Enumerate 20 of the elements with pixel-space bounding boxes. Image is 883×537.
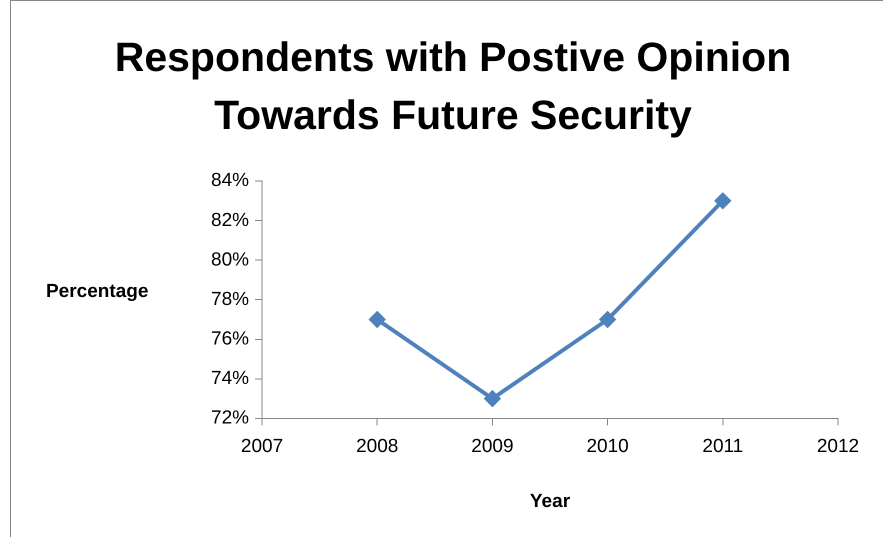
y-tick-label: 78% bbox=[210, 288, 250, 310]
x-axis-title: Year bbox=[530, 490, 571, 512]
y-tick-label: 84% bbox=[210, 170, 250, 192]
y-tick-label: 74% bbox=[210, 368, 250, 390]
x-tick-label: 2008 bbox=[356, 436, 398, 458]
y-tick-label: 72% bbox=[210, 408, 250, 429]
point bbox=[484, 390, 501, 408]
point bbox=[599, 310, 616, 328]
x-tick-label: 2012 bbox=[816, 436, 860, 458]
x-tick-label: 2007 bbox=[240, 436, 284, 458]
x-tick-label: 2011 bbox=[702, 436, 744, 458]
x-tick-label: 2010 bbox=[586, 436, 629, 458]
x-tick-label: 2009 bbox=[471, 436, 514, 458]
chart-title: Respondents with Postive Opinion Towards Future Security bbox=[114, 33, 792, 140]
y-tick-label: 82% bbox=[210, 210, 250, 231]
y-tick-label: 80% bbox=[210, 249, 250, 270]
y-tick-label: 76% bbox=[210, 328, 250, 350]
point bbox=[714, 192, 732, 210]
point bbox=[368, 310, 386, 328]
y-axis-title: Percentage bbox=[46, 281, 148, 303]
